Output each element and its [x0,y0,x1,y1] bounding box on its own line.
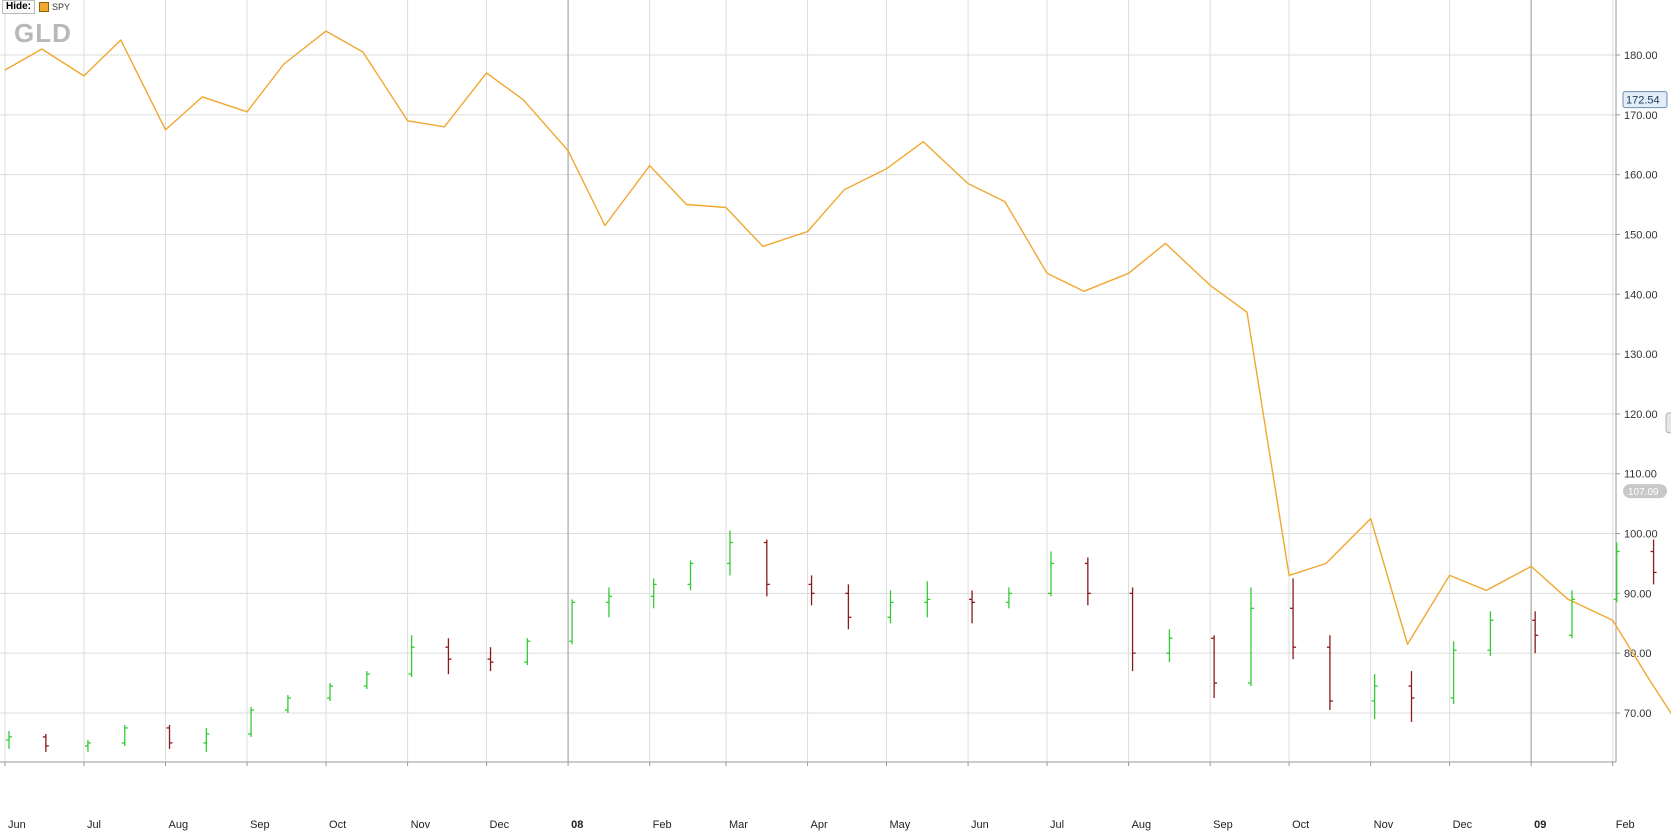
ohlc-bar [969,590,976,624]
y-tick-label: 80.00 [1624,648,1652,660]
ohlc-bar [1487,611,1494,657]
scroll-handle [1665,412,1671,434]
ohlc-bar [203,727,210,752]
y-tick-label: 170.00 [1624,110,1658,122]
legend-item-spy[interactable]: SPY [39,2,70,12]
legend-swatch-spy [39,2,49,12]
ohlc-bar [408,635,415,678]
grid-layer [0,0,1616,762]
ohlc-bar [845,584,852,630]
ohlc-bar [121,724,128,746]
ohlc-bar [924,581,931,618]
x-year-label: 08 [571,819,583,831]
y-tick-label: 130.00 [1624,349,1658,361]
x-month-label: Aug [1132,819,1152,831]
x-month-label: Oct [1292,819,1309,831]
y-tick-label: 110.00 [1624,469,1657,481]
y-tick-label: 150.00 [1624,229,1658,241]
ohlc-bar [569,599,576,645]
ohlc-bar [726,530,733,576]
ohlc-bar [327,683,334,702]
x-month-label: Jun [8,819,26,831]
last-price-tag: 172.54 [1626,95,1660,107]
spy-overlay-layer [4,30,1671,715]
x-month-label: Apr [811,819,828,831]
ohlc-bar [445,638,452,675]
ohlc-bar [363,671,370,690]
y-tick-label: 160.00 [1624,170,1658,182]
x-month-label: Feb [1616,819,1635,831]
hide-toolbar: Hide: SPY [2,0,70,14]
x-month-label: Nov [411,819,431,831]
x-month-label: Aug [169,819,189,831]
ohlc-bar [1129,587,1136,672]
price-tag-layer: 172.54 107.09 [1622,91,1671,499]
x-month-label: Oct [329,819,346,831]
x-month-label: Dec [490,819,510,831]
x-month-label: Feb [653,819,672,831]
symbol-watermark: GLD [14,18,72,48]
hide-label: Hide: [2,0,35,14]
ohlc-bar [808,575,815,606]
legend-label-spy: SPY [52,2,71,12]
ohlc-bar [6,730,12,749]
ohlc-bar [1048,551,1054,597]
ohlc-bar [284,695,291,713]
ohlc-bar [1650,539,1657,585]
ohlc-bar [248,707,255,737]
ohlc-bar [1290,578,1297,660]
x-month-label: Jul [1050,819,1064,831]
x-month-label: Sep [1213,819,1233,831]
y-tick-label: 120.00 [1624,409,1658,421]
last-price-tag-box [1622,91,1668,109]
x-month-label: Jul [87,819,101,831]
y-tick-label: 70.00 [1624,708,1652,720]
ohlc-bar [1166,629,1173,663]
ohlc-bar [605,587,612,618]
ohlc-bar [487,647,494,672]
ohlc-bar [84,739,91,752]
ohlc-bar [1326,635,1333,711]
ohlc-bar [1408,671,1415,722]
ohlc-bar [687,560,694,591]
ohlc-bar [1532,611,1539,654]
ohlc-bar [42,733,49,752]
y-tick-label: 100.00 [1624,529,1658,541]
x-month-label: Mar [729,819,748,831]
ohlc-bar [763,539,770,597]
ohlc-bar [1371,674,1378,719]
ohlc-bar [524,638,531,666]
ohlc-bar [650,578,657,609]
x-month-label: May [889,819,910,831]
x-year-label: 09 [1534,819,1546,831]
y-tick-label: 180.00 [1624,50,1658,62]
y-tick-label: 140.00 [1624,289,1658,301]
overlay-price-tag: 107.09 [1628,487,1659,498]
y-tick-label: 90.00 [1624,588,1652,600]
ohlc-bar [166,724,173,749]
ohlc-bar [1450,641,1457,705]
overlay-price-tag-box [1623,484,1667,499]
x-month-label: Nov [1374,819,1394,831]
x-month-label: Dec [1453,819,1473,831]
ohlc-bar [1211,635,1218,699]
spy-series-line [4,30,1671,715]
x-month-label: Jun [971,819,989,831]
ohlc-bar [1084,557,1091,606]
x-month-label: Sep [250,819,270,831]
ohlc-bar [887,590,894,624]
gld-ohlc-layer [6,530,1657,752]
ohlc-bar [1569,590,1575,639]
ohlc-bar [1005,587,1012,609]
ohlc-bar [1613,542,1620,603]
ohlc-bar [1247,587,1254,687]
